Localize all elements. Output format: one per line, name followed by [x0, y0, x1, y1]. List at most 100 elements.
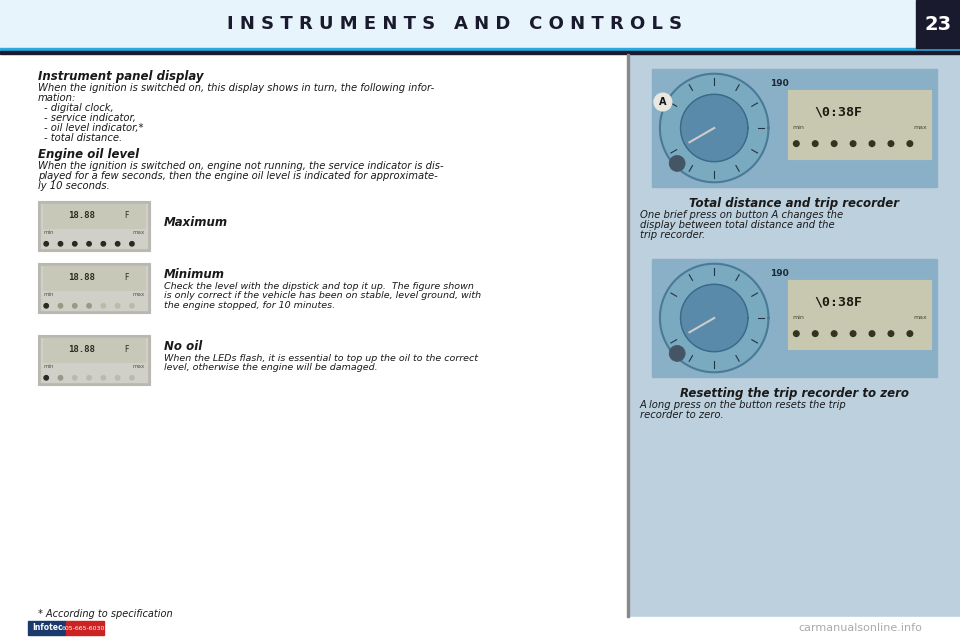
Bar [66, 621, 104, 635]
Bar [0, 54, 628, 617]
Circle shape [869, 331, 875, 336]
Circle shape [101, 242, 106, 246]
Circle shape [44, 304, 48, 308]
Polygon shape [660, 264, 768, 373]
Bar [41, 204, 147, 248]
Circle shape [831, 141, 837, 146]
Text: No oil: No oil [164, 339, 203, 353]
Circle shape [101, 304, 106, 308]
Circle shape [851, 141, 856, 146]
Circle shape [59, 242, 62, 246]
Circle shape [794, 331, 799, 336]
Polygon shape [681, 284, 748, 351]
Text: \0:38F: \0:38F [814, 296, 862, 309]
Circle shape [851, 331, 856, 336]
Circle shape [73, 304, 77, 308]
Circle shape [831, 331, 837, 336]
Text: max: max [132, 364, 145, 369]
Text: max: max [132, 230, 145, 235]
Bar [652, 259, 937, 377]
Text: Check the level with the dipstick and top it up.  The figure shown: Check the level with the dipstick and to… [164, 282, 474, 291]
Text: * According to specification: * According to specification [38, 609, 173, 619]
Text: level, otherwise the engine will be damaged.: level, otherwise the engine will be dama… [164, 364, 377, 373]
Bar [43, 338, 145, 362]
Circle shape [794, 141, 799, 146]
Bar [0, 48, 960, 51]
Circle shape [669, 346, 685, 362]
Bar [28, 621, 66, 635]
Polygon shape [660, 73, 768, 182]
Circle shape [44, 376, 48, 380]
Bar [627, 54, 629, 617]
Circle shape [812, 141, 818, 146]
Text: Resetting the trip recorder to zero: Resetting the trip recorder to zero [680, 387, 908, 400]
Text: Minimum: Minimum [164, 268, 225, 281]
Text: min: min [43, 364, 54, 369]
Circle shape [115, 376, 120, 380]
Text: is only correct if the vehicle has been on stable, level ground, with: is only correct if the vehicle has been … [164, 291, 481, 300]
Text: min: min [792, 316, 804, 320]
Circle shape [888, 331, 894, 336]
Text: mation:: mation: [38, 93, 77, 103]
Circle shape [130, 376, 134, 380]
Text: min: min [43, 292, 54, 296]
Bar [0, 51, 960, 54]
Circle shape [130, 242, 134, 246]
Bar [41, 338, 147, 382]
Text: When the ignition is switched on, engine not running, the service indicator is d: When the ignition is switched on, engine… [38, 161, 444, 171]
Text: - total distance.: - total distance. [44, 133, 122, 143]
Bar [38, 201, 150, 251]
Circle shape [59, 304, 62, 308]
Text: F: F [125, 273, 129, 282]
Text: Engine oil level: Engine oil level [38, 148, 139, 161]
Text: max: max [913, 125, 926, 130]
Text: max: max [132, 292, 145, 296]
Circle shape [669, 155, 685, 171]
Circle shape [115, 242, 120, 246]
Text: When the ignition is switched on, this display shows in turn, the following info: When the ignition is switched on, this d… [38, 83, 434, 93]
Text: I N S T R U M E N T S   A N D   C O N T R O L S: I N S T R U M E N T S A N D C O N T R O … [228, 15, 683, 33]
Text: 190: 190 [770, 268, 789, 278]
Circle shape [888, 141, 894, 146]
Text: When the LEDs flash, it is essential to top up the oil to the correct: When the LEDs flash, it is essential to … [164, 354, 478, 363]
Circle shape [101, 376, 106, 380]
Bar [916, 0, 960, 48]
Circle shape [130, 304, 134, 308]
Circle shape [44, 242, 48, 246]
Bar [41, 266, 147, 310]
Circle shape [73, 242, 77, 246]
Bar [43, 266, 145, 289]
Text: 18.88: 18.88 [68, 346, 95, 355]
Text: the engine stopped, for 10 minutes.: the engine stopped, for 10 minutes. [164, 301, 335, 310]
Text: - oil level indicator,*: - oil level indicator,* [44, 123, 143, 133]
Circle shape [115, 304, 120, 308]
Circle shape [907, 331, 913, 336]
Text: F: F [125, 346, 129, 355]
Text: max: max [913, 316, 926, 320]
Text: 18.88: 18.88 [68, 212, 95, 220]
Circle shape [59, 376, 62, 380]
Circle shape [907, 141, 913, 146]
Circle shape [86, 376, 91, 380]
Text: A long press on the button resets the trip: A long press on the button resets the tr… [640, 400, 847, 410]
Text: played for a few seconds, then the engine oil level is indicated for approximate: played for a few seconds, then the engin… [38, 171, 438, 181]
Text: display between total distance and the: display between total distance and the [640, 220, 834, 230]
Bar [43, 204, 145, 227]
Circle shape [812, 331, 818, 336]
Text: min: min [43, 230, 54, 235]
Circle shape [86, 242, 91, 246]
Text: trip recorder.: trip recorder. [640, 230, 706, 240]
Bar [0, 617, 960, 639]
Text: - service indicator,: - service indicator, [44, 113, 136, 123]
Text: 18.88: 18.88 [68, 273, 95, 282]
Text: ly 10 seconds.: ly 10 seconds. [38, 181, 109, 191]
Bar [788, 90, 931, 158]
Text: Infotec: Infotec [32, 624, 62, 633]
Text: Instrument panel display: Instrument panel display [38, 70, 204, 83]
Bar [788, 281, 931, 349]
Text: carmanualsonline.info: carmanualsonline.info [798, 623, 922, 633]
Bar [0, 0, 960, 48]
Text: F: F [125, 212, 129, 220]
Bar [652, 69, 937, 187]
Text: One brief press on button A changes the: One brief press on button A changes the [640, 210, 843, 220]
